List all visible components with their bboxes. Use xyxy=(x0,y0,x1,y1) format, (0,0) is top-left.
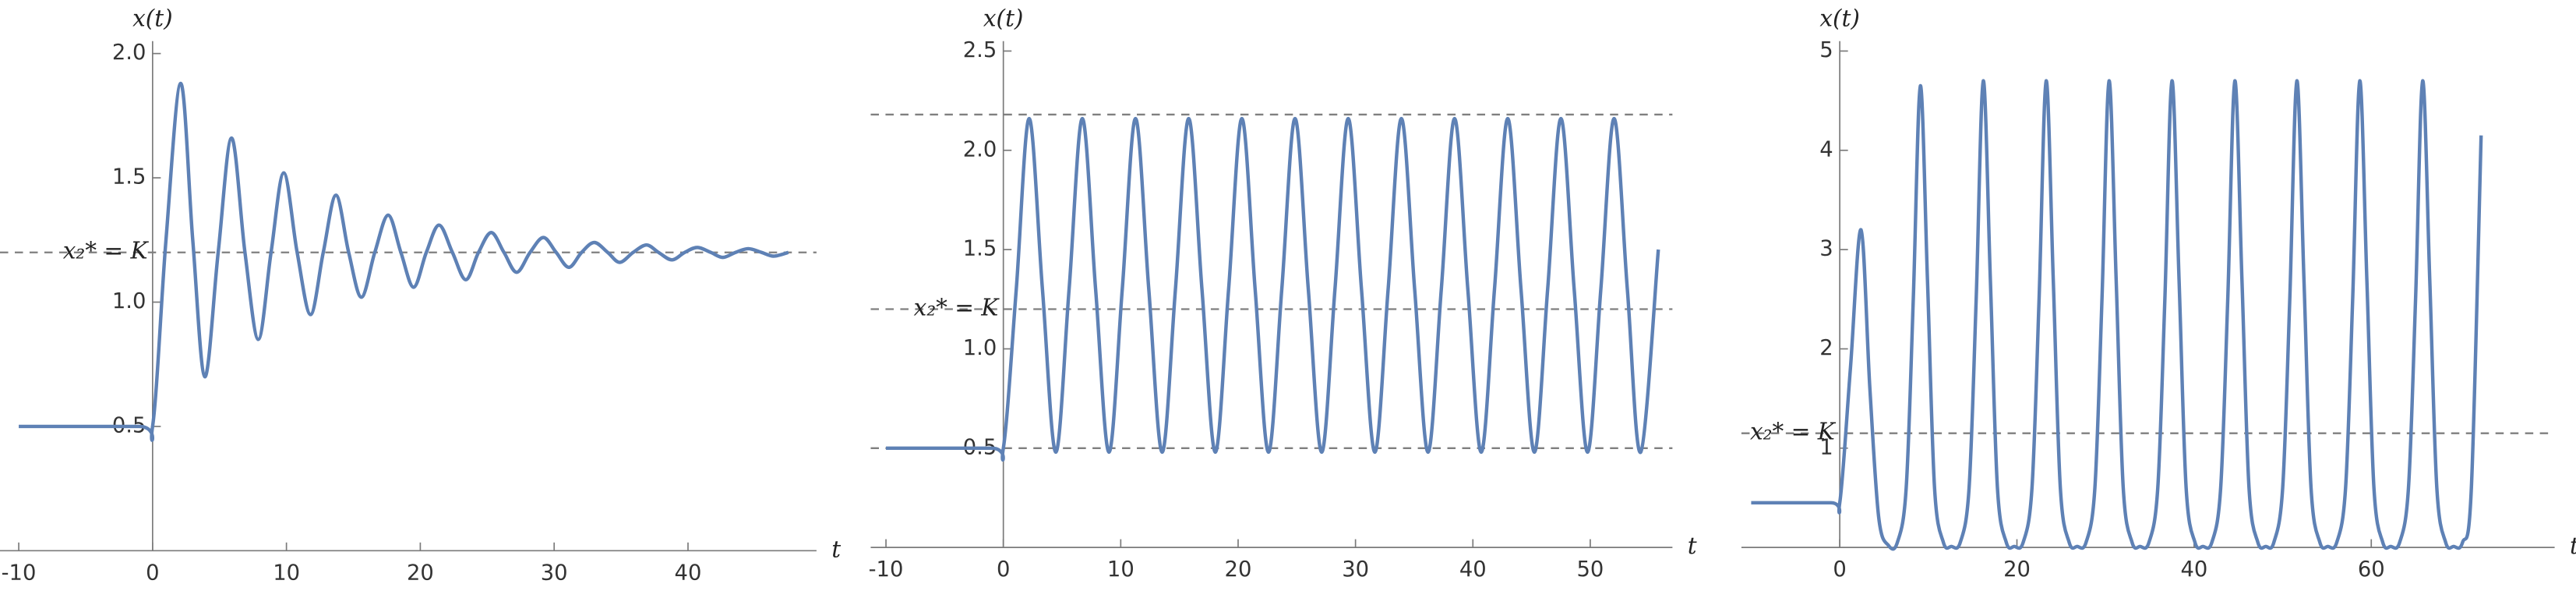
data-line xyxy=(1751,79,2483,551)
y-tick-label: 1.0 xyxy=(112,289,146,313)
y-axis-title: x(t) xyxy=(1819,5,1860,31)
x-tick-label: 50 xyxy=(1576,557,1604,582)
x-tick-label: 0 xyxy=(997,557,1010,582)
x-tick-label: 20 xyxy=(407,561,434,585)
y-tick-label: 4 xyxy=(1819,137,1833,161)
y-axis-title: x(t) xyxy=(132,5,173,31)
x-tick-label: 20 xyxy=(1225,557,1252,582)
reference-label: x₂* = K xyxy=(63,238,150,264)
x-axis-title: t xyxy=(1688,533,1697,559)
x-tick-label: 10 xyxy=(273,561,300,585)
data-line xyxy=(886,116,1660,462)
y-tick-label: 1 xyxy=(1819,435,1833,459)
x-tick-label: 0 xyxy=(146,561,159,585)
data-line xyxy=(19,81,789,442)
x-axis-title: t xyxy=(2570,533,2576,559)
x-tick-label: -10 xyxy=(2,561,37,585)
reference-label: x₂* = K xyxy=(1750,419,1837,445)
y-tick-label: 1.5 xyxy=(112,165,146,189)
y-tick-label: 2.0 xyxy=(112,41,146,65)
x-tick-label: 0 xyxy=(1833,557,1846,582)
x-tick-label: 30 xyxy=(1342,557,1369,582)
y-tick-label: 2.0 xyxy=(963,137,997,161)
x-tick-label: 40 xyxy=(2180,557,2207,582)
y-tick-label: 1.5 xyxy=(963,237,997,261)
y-tick-label: 5 xyxy=(1819,38,1833,62)
y-axis-title: x(t) xyxy=(983,5,1024,31)
y-tick-label: 3 xyxy=(1819,237,1833,261)
y-tick-label: 2 xyxy=(1819,336,1833,360)
x-tick-label: 40 xyxy=(675,561,702,585)
y-tick-label: 1.0 xyxy=(963,336,997,360)
x-tick-label: 10 xyxy=(1107,557,1134,582)
reference-label: x₂* = K xyxy=(914,295,1000,321)
x-tick-label: 40 xyxy=(1459,557,1487,582)
y-tick-label: 2.5 xyxy=(963,38,997,62)
x-tick-label: 60 xyxy=(2358,557,2385,582)
x-tick-label: 20 xyxy=(2003,557,2031,582)
x-axis-title: t xyxy=(831,536,841,562)
x-tick-label: -10 xyxy=(869,557,904,582)
x-tick-label: 30 xyxy=(541,561,568,585)
